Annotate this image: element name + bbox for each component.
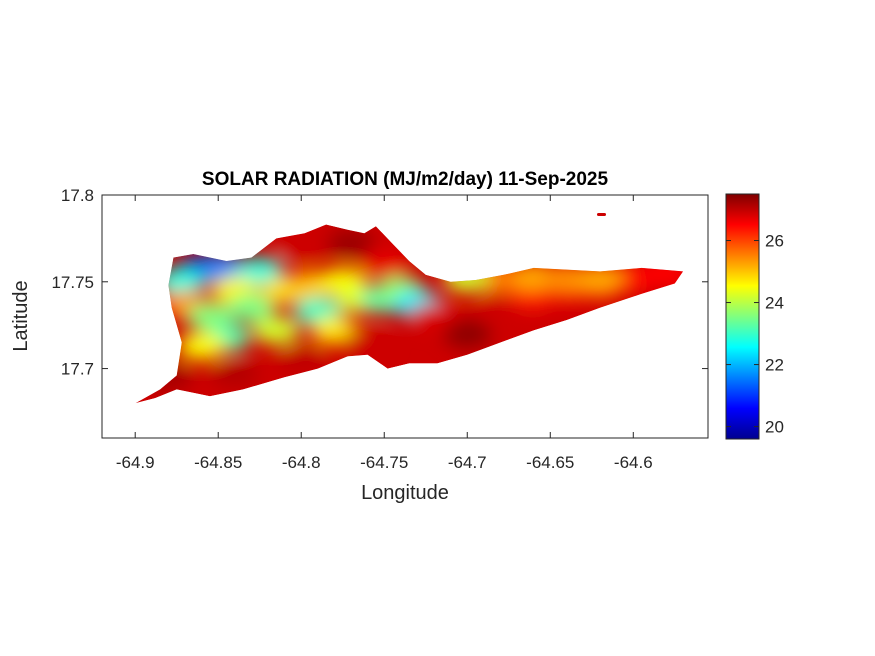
y-axis-label: Latitude: [10, 280, 32, 351]
field-point: [277, 233, 326, 262]
x-tick-label: -64.65: [526, 453, 574, 472]
y-axis: 17.7 17.75 17.8: [51, 186, 708, 379]
colorbar-tick-label: 26: [765, 232, 784, 251]
small-island-patch: [597, 213, 606, 216]
plot-area: -64.9 -64.85 -64.8 -64.75 -64.7 -64.65 -64.6 1…: [51, 186, 709, 472]
x-tick-label: -64.75: [360, 453, 408, 472]
field-point: [542, 264, 591, 293]
x-tick-label: -64.7: [448, 453, 487, 472]
colorbar-tick-label: 22: [765, 356, 784, 375]
field-point: [360, 250, 409, 279]
field-point: [410, 302, 459, 331]
field-point: [210, 359, 259, 388]
field-point: [277, 345, 326, 374]
x-tick-label: -64.9: [116, 453, 155, 472]
chart-title: SOLAR RADIATION (MJ/m2/day) 11-Sep-2025: [202, 169, 609, 190]
colorbar-tick-label: 20: [765, 418, 784, 437]
field-point: [443, 319, 492, 348]
field-point: [576, 264, 625, 293]
field-point: [197, 253, 246, 282]
x-axis: -64.9 -64.85 -64.8 -64.75 -64.7 -64.65 -64.6: [116, 195, 653, 472]
field-point: [327, 229, 375, 258]
field-point: [235, 257, 284, 286]
colorbar: 20 22 24 26: [725, 193, 784, 440]
field-point: [343, 328, 392, 357]
x-axis-label: Longitude: [361, 482, 449, 504]
x-tick-label: -64.6: [614, 453, 653, 472]
colorbar-gradient: [725, 193, 760, 440]
field-point: [177, 332, 226, 360]
y-tick-label: 17.7: [61, 360, 94, 379]
radiation-field: [135, 224, 684, 404]
y-tick-label: 17.75: [51, 273, 94, 292]
colorbar-tick-label: 24: [765, 294, 784, 313]
field-point: [185, 302, 234, 331]
x-tick-label: -64.8: [282, 453, 321, 472]
y-tick-label: 17.8: [61, 186, 94, 205]
axes-box: [101, 194, 709, 439]
field-point: [227, 293, 276, 322]
field-point: [252, 316, 301, 345]
x-tick-label: -64.85: [194, 453, 242, 472]
colorbar-ticks: 20 22 24 26: [726, 232, 784, 437]
